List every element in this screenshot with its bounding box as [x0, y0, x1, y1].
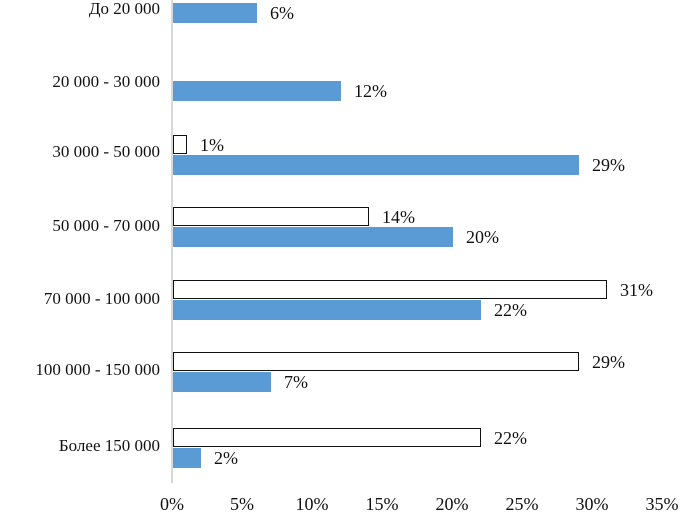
x-axis-tick-label: 30% [575, 494, 609, 514]
bar-blue-series [173, 81, 341, 101]
bar-value-label: 22% [494, 300, 527, 320]
bar-blue-series [173, 227, 453, 247]
x-axis-tick-label: 15% [365, 494, 399, 514]
bar-value-label: 31% [620, 279, 653, 300]
category-label: 20 000 - 30 000 [52, 72, 160, 91]
bar-white-series [173, 280, 607, 299]
bar-white-series [173, 207, 369, 226]
bar-blue-series [173, 3, 257, 23]
category-label: 70 000 - 100 000 [43, 289, 160, 308]
category-axis-line [171, 0, 173, 483]
bar-value-label: 7% [284, 372, 308, 392]
x-axis-tick-label: 10% [295, 494, 329, 514]
category-label: 30 000 - 50 000 [52, 142, 160, 161]
x-axis-tick-label: 0% [160, 494, 184, 514]
bar-white-series [173, 135, 187, 154]
category-label: 50 000 - 70 000 [52, 216, 160, 235]
x-axis-tick-label: 25% [505, 494, 539, 514]
bar-value-label: 12% [354, 81, 387, 101]
bar-blue-series [173, 372, 271, 392]
bar-value-label: 29% [592, 155, 625, 175]
category-label: 100 000 - 150 000 [35, 360, 160, 379]
bar-white-series [173, 352, 579, 371]
bar-blue-series [173, 448, 201, 468]
x-axis-tick-label: 20% [435, 494, 469, 514]
bar-blue-series [173, 155, 579, 175]
bar-value-label: 2% [214, 448, 238, 468]
x-axis-tick-label: 5% [230, 494, 254, 514]
bar-value-label: 6% [270, 3, 294, 23]
bar-value-label: 20% [466, 227, 499, 247]
bar-value-label: 14% [382, 206, 415, 227]
category-label: До 20 000 [88, 0, 160, 18]
bar-value-label: 22% [494, 427, 527, 448]
category-label: Более 150 000 [58, 436, 160, 455]
bar-blue-series [173, 300, 481, 320]
bar-white-series [173, 428, 481, 447]
bar-value-label: 1% [200, 134, 224, 155]
bar-value-label: 29% [592, 351, 625, 372]
x-axis-tick-label: 35% [645, 494, 679, 514]
